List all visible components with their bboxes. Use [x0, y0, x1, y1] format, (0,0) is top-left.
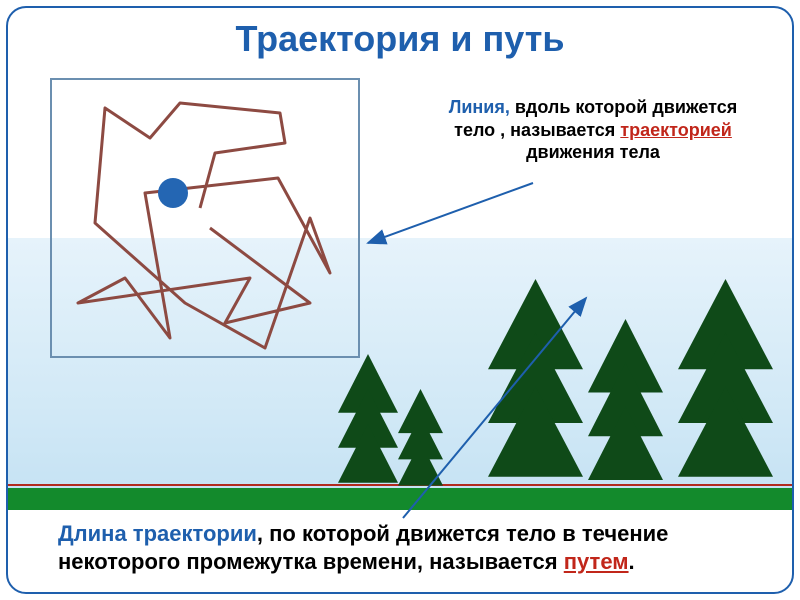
- def-top-lead: Линия,: [449, 97, 510, 117]
- def-bottom-tail: .: [629, 549, 635, 574]
- definition-trajectory: Линия, вдоль которой движется тело , наз…: [438, 96, 748, 164]
- slide-title: Траектория и путь: [8, 18, 792, 60]
- tree-icon: [338, 354, 398, 494]
- tree-icon: [678, 279, 773, 494]
- def-bottom-keyword: путем: [564, 549, 629, 574]
- trajectory-path: [50, 78, 360, 358]
- tree-icon: [398, 389, 443, 494]
- tree-icon: [588, 319, 663, 494]
- tree-icon: [488, 279, 583, 494]
- def-bottom-lead: Длина траектории: [58, 521, 257, 546]
- ball-marker: [158, 178, 188, 208]
- def-top-keyword: траекторией: [620, 120, 732, 140]
- def-top-tail: движения тела: [526, 142, 660, 162]
- slide-frame: Траектория и путь Линия, вдоль кото: [6, 6, 794, 594]
- definition-path: Длина траектории, по которой движется те…: [58, 520, 758, 575]
